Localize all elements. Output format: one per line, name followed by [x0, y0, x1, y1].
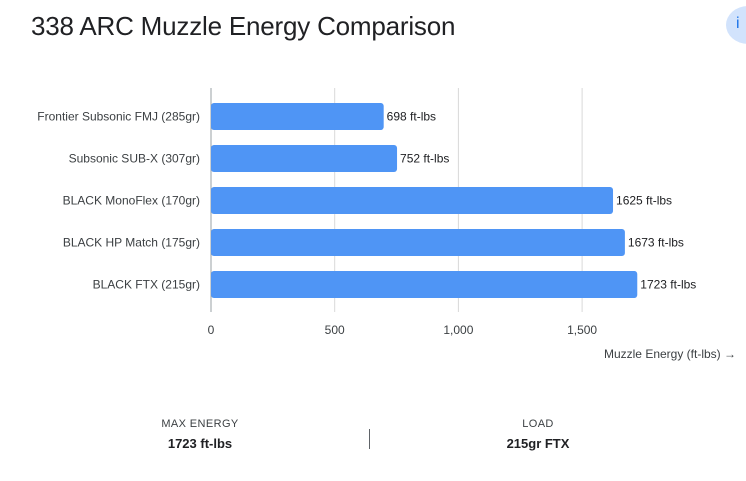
summary-footer: MAX ENERGY 1723 ft-lbs LOAD 215gr FTX — [0, 418, 746, 468]
footer-divider — [369, 429, 370, 449]
bar — [211, 187, 614, 214]
category-label: Frontier Subsonic FMJ (285gr) — [37, 110, 200, 124]
x-tick-label: 0 — [208, 323, 215, 337]
load-stat: LOAD 215gr FTX — [418, 418, 658, 451]
bar — [211, 103, 384, 130]
max-energy-label: MAX ENERGY — [161, 418, 239, 430]
bar-chart: 0 500 1,000 1,500 Frontier Subsonic FMJ (285… — [37, 88, 696, 337]
data-label: 752 ft-lbs — [400, 152, 449, 166]
category-label: BLACK MonoFlex (170gr) — [63, 194, 200, 208]
load-label: LOAD — [522, 418, 554, 430]
data-label: 1673 ft-lbs — [628, 236, 684, 250]
max-energy-stat: MAX ENERGY 1723 ft-lbs — [80, 418, 320, 451]
category-label: BLACK HP Match (175gr) — [63, 236, 200, 250]
data-label: 698 ft-lbs — [387, 110, 436, 124]
max-energy-value: 1723 ft-lbs — [167, 436, 233, 451]
bar — [211, 271, 638, 298]
data-label: 1723 ft-lbs — [640, 278, 696, 292]
category-label: Subsonic SUB-X (307gr) — [69, 152, 200, 166]
bar — [211, 145, 398, 172]
x-tick-label: 1,500 — [567, 323, 597, 337]
x-tick-label: 1,000 — [443, 323, 473, 337]
load-value: 215gr FTX — [506, 436, 570, 451]
chart-title: 338 ARC Muzzle Energy Comparison — [31, 11, 456, 41]
x-tick-label: 500 — [325, 323, 345, 337]
info-icon: i — [736, 15, 740, 32]
bar — [211, 229, 625, 256]
info-button[interactable]: i — [726, 6, 746, 44]
data-label: 1625 ft-lbs — [616, 194, 672, 208]
x-axis-title: Muzzle Energy (ft-lbs) → — [603, 347, 736, 361]
category-label: BLACK FTX (215gr) — [93, 278, 200, 292]
